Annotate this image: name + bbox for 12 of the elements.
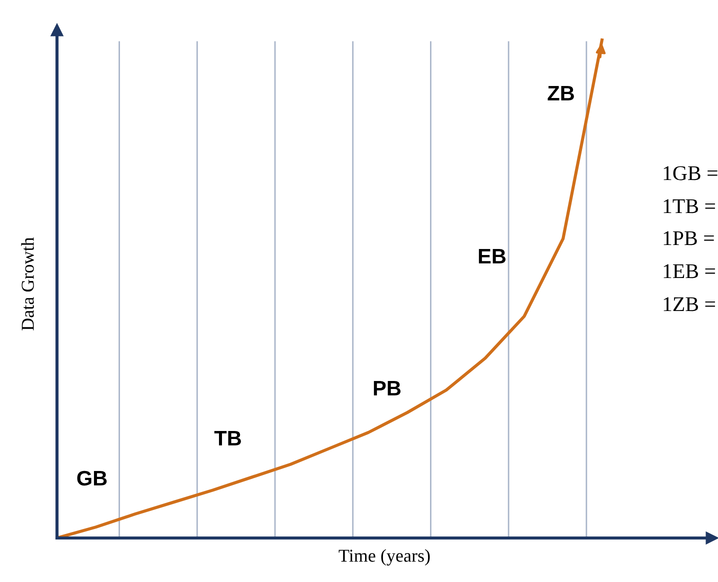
text: 1EB = bbox=[664, 264, 715, 278]
annotation: EB bbox=[478, 249, 506, 264]
text: 1TB = bbox=[664, 199, 715, 214]
text: 1ZB = bbox=[664, 297, 715, 312]
annotation: ZB bbox=[548, 86, 574, 100]
y-axis-title: Data Growth bbox=[21, 237, 34, 330]
x-axis-title: Time (years) bbox=[338, 549, 430, 566]
text: 1PB = bbox=[664, 231, 714, 246]
text: 1GB = bbox=[664, 166, 718, 180]
annotation: TB bbox=[214, 431, 241, 446]
annotation: GB bbox=[77, 470, 107, 486]
annotation: PB bbox=[374, 381, 401, 396]
